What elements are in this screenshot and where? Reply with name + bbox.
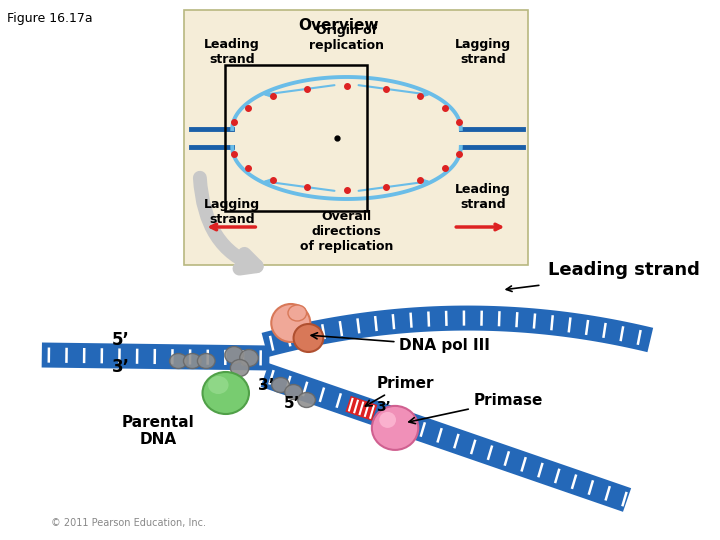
Text: DNA pol III: DNA pol III [311, 333, 490, 353]
Ellipse shape [379, 412, 396, 428]
Text: Primer: Primer [365, 376, 433, 406]
Text: Origin of
replication: Origin of replication [309, 24, 384, 52]
Text: © 2011 Pearson Education, Inc.: © 2011 Pearson Education, Inc. [51, 518, 206, 528]
Text: Figure 16.17a: Figure 16.17a [7, 12, 93, 25]
Bar [225, 65, 367, 211]
Ellipse shape [184, 354, 201, 368]
Ellipse shape [169, 354, 187, 368]
Ellipse shape [271, 304, 310, 342]
Ellipse shape [372, 406, 418, 450]
Text: Lagging
strand: Lagging strand [455, 38, 511, 66]
Ellipse shape [271, 377, 289, 393]
Text: Leading strand: Leading strand [548, 261, 700, 279]
Ellipse shape [288, 305, 307, 321]
Text: 5’: 5’ [284, 396, 300, 411]
Text: Overall
directions
of replication: Overall directions of replication [300, 210, 393, 253]
Text: 5’: 5’ [112, 331, 130, 349]
Text: Leading
strand: Leading strand [204, 38, 260, 66]
Ellipse shape [240, 349, 258, 367]
Text: 3’: 3’ [377, 400, 391, 414]
Bar [184, 10, 528, 265]
Ellipse shape [294, 324, 323, 352]
Ellipse shape [230, 360, 249, 376]
Text: 3’: 3’ [258, 378, 274, 393]
Ellipse shape [202, 372, 249, 414]
Ellipse shape [284, 384, 302, 400]
Text: Lagging
strand: Lagging strand [204, 198, 261, 226]
Text: 3’: 3’ [112, 358, 130, 376]
Text: Leading
strand: Leading strand [455, 183, 511, 211]
Ellipse shape [197, 354, 215, 368]
Ellipse shape [298, 393, 315, 408]
Text: Parental
DNA: Parental DNA [122, 415, 194, 448]
Ellipse shape [208, 376, 228, 394]
Text: Primase: Primase [409, 393, 543, 424]
Ellipse shape [225, 347, 243, 363]
Text: Overview: Overview [298, 18, 379, 33]
